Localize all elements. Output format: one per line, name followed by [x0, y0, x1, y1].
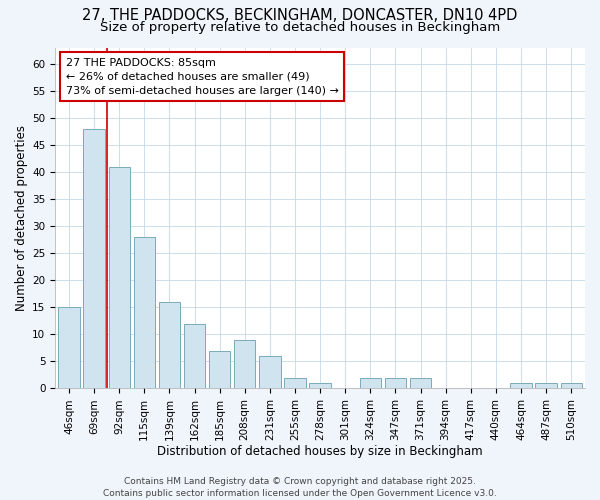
- Text: 27, THE PADDOCKS, BECKINGHAM, DONCASTER, DN10 4PD: 27, THE PADDOCKS, BECKINGHAM, DONCASTER,…: [82, 8, 518, 22]
- Bar: [184, 324, 205, 388]
- Bar: [259, 356, 281, 388]
- Bar: [109, 166, 130, 388]
- X-axis label: Distribution of detached houses by size in Beckingham: Distribution of detached houses by size …: [157, 444, 483, 458]
- Bar: [209, 350, 230, 389]
- Bar: [58, 308, 80, 388]
- Bar: [284, 378, 305, 388]
- Bar: [359, 378, 381, 388]
- Text: Size of property relative to detached houses in Beckingham: Size of property relative to detached ho…: [100, 21, 500, 34]
- Bar: [134, 237, 155, 388]
- Bar: [535, 383, 557, 388]
- Bar: [510, 383, 532, 388]
- Bar: [385, 378, 406, 388]
- Text: 27 THE PADDOCKS: 85sqm
← 26% of detached houses are smaller (49)
73% of semi-det: 27 THE PADDOCKS: 85sqm ← 26% of detached…: [66, 58, 338, 96]
- Text: Contains HM Land Registry data © Crown copyright and database right 2025.
Contai: Contains HM Land Registry data © Crown c…: [103, 476, 497, 498]
- Bar: [234, 340, 256, 388]
- Bar: [410, 378, 431, 388]
- Bar: [83, 128, 105, 388]
- Bar: [560, 383, 582, 388]
- Y-axis label: Number of detached properties: Number of detached properties: [15, 125, 28, 311]
- Bar: [310, 383, 331, 388]
- Bar: [159, 302, 180, 388]
